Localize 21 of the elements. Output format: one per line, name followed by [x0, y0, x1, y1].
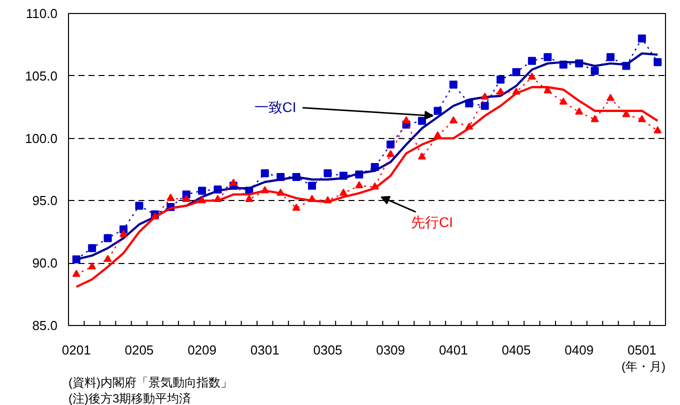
x-tick-label: 0305 — [313, 342, 342, 358]
text: 先行CI — [410, 214, 453, 230]
x-tick-label: 0301 — [250, 342, 280, 358]
y-tick-label: 100.0 — [24, 130, 58, 146]
text: (注)後方3期移動平均済 — [68, 392, 192, 405]
x-tick-label: 0409 — [564, 342, 594, 358]
y-tick-label: 95.0 — [32, 193, 58, 208]
x-tick-label: 0209 — [188, 342, 216, 358]
x-tick-label: 0401 — [438, 342, 468, 358]
text: 一致CI — [254, 99, 296, 116]
y-tick-label: 110.0 — [26, 6, 58, 21]
x-tick-label: 0405 — [502, 342, 531, 358]
x-tick-label: 0501 — [627, 342, 656, 358]
y-tick-label: 105.0 — [24, 68, 58, 84]
x-tick-label: 0309 — [376, 342, 406, 358]
y-tick-label: 85.0 — [32, 318, 58, 333]
text: (年・月) — [622, 360, 666, 374]
x-tick-label: 0201 — [62, 342, 91, 358]
x-tick-label: 0205 — [124, 342, 154, 358]
y-tick-label: 90.0 — [32, 256, 58, 271]
text: (資料)内閣府「景気動向指数」 — [68, 376, 232, 390]
